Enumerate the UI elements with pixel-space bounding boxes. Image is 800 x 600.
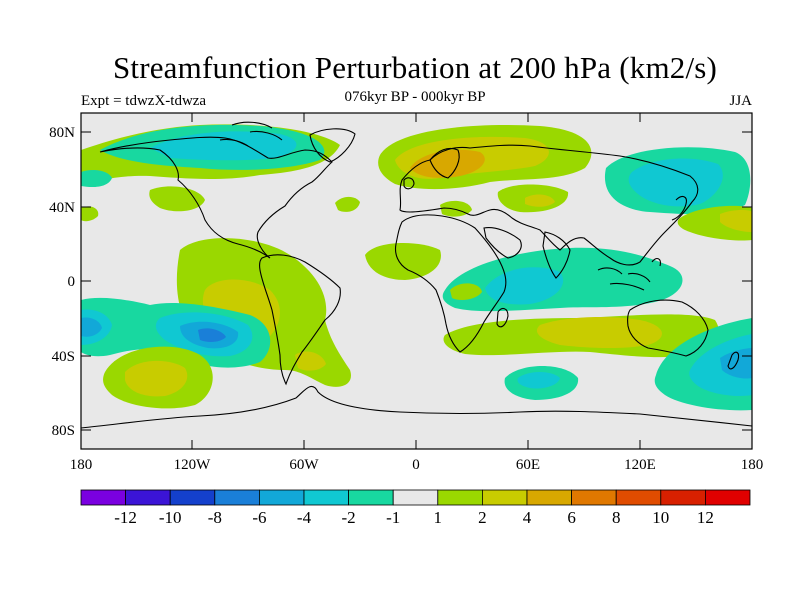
- colorbar-label: -2: [342, 508, 356, 527]
- anomaly-positive-field: [536, 317, 662, 349]
- anomaly-positive-field: [335, 196, 360, 212]
- lon-tick-label: 180: [741, 457, 764, 473]
- colorbar-swatch: [481, 489, 528, 506]
- anomaly-positive-field: [295, 351, 326, 371]
- anomaly-positive-field: [525, 194, 555, 207]
- coastline-south-america: [259, 254, 341, 386]
- anomaly-positive-field: [410, 149, 485, 178]
- lon-tick-label: 60E: [516, 457, 540, 473]
- colorbar-label: -1: [386, 508, 400, 527]
- colorbar-swatch: [125, 489, 171, 506]
- anomaly-negative-field: [517, 372, 560, 389]
- colorbar-swatch: [437, 489, 483, 506]
- lat-tick-marks: [81, 131, 752, 431]
- colorbar-label: -4: [297, 508, 312, 527]
- colorbar: -12 -10 -8 -6 -4 -2 -1 1 2 4 6 8 10 12: [80, 489, 751, 527]
- coastline-british-isles: [403, 177, 415, 190]
- colorbar-swatch: [258, 489, 305, 506]
- coastline-arabia: [483, 227, 522, 259]
- colorbar-swatch: [571, 489, 617, 506]
- period-label: 076kyr BP - 000kyr BP: [344, 89, 486, 105]
- colorbar-label: -12: [114, 508, 137, 527]
- colorbar-swatch: [392, 489, 439, 506]
- chart-title: Streamfunction Perturbation at 200 hPa (…: [112, 50, 718, 85]
- coastline-eurasia: [399, 144, 699, 266]
- anomaly-positive-field: [720, 210, 752, 232]
- colorbar-swatch: [615, 489, 662, 506]
- coastline-indonesia: [597, 257, 661, 291]
- colorbar-label: 10: [652, 508, 669, 527]
- coastline-new-zealand: [727, 351, 740, 370]
- colorbar-swatch: [705, 489, 751, 506]
- colorbar-label: 8: [612, 508, 621, 527]
- colorbar-swatch: [660, 489, 706, 506]
- lon-tick-label: 0: [412, 457, 420, 473]
- coastline-madagascar: [496, 307, 509, 328]
- anomaly-negative-field: [689, 334, 752, 396]
- season-label: JJA: [729, 93, 752, 109]
- coastline-scandinavia: [429, 147, 460, 179]
- colorbar-label: 12: [697, 508, 714, 527]
- anomaly-negative-field: [485, 267, 564, 305]
- lon-tick-label: 60W: [289, 457, 319, 473]
- coastlines: [81, 121, 752, 429]
- anomaly-negative-field: [628, 158, 723, 207]
- colorbar-swatch: [303, 489, 349, 506]
- lon-tick-label: 120W: [174, 457, 212, 473]
- coastline-antarctica: [81, 385, 752, 429]
- anomaly-positive-field: [149, 186, 205, 212]
- colorbar-label: 2: [478, 508, 487, 527]
- colorbar-swatch: [169, 489, 216, 506]
- colorbar-label: -8: [208, 508, 222, 527]
- colorbar-label: -10: [159, 508, 182, 527]
- colorbar-swatch: [348, 489, 394, 506]
- anomaly-negative-field: [81, 317, 102, 337]
- anomaly-negative-field: [198, 328, 226, 342]
- anomaly-positive-field: [365, 243, 441, 280]
- anomaly-negative-field: [81, 170, 112, 188]
- anomaly-positive-field: [125, 360, 188, 397]
- lat-tick-label: 40N: [49, 200, 75, 216]
- colorbar-label: 4: [523, 508, 532, 527]
- lat-tick-label: 80N: [49, 125, 75, 141]
- colorbar-swatch: [80, 489, 126, 506]
- lon-tick-label: 120E: [624, 457, 656, 473]
- colorbar-label: -6: [252, 508, 266, 527]
- experiment-label: Expt = tdwzX-tdwza: [81, 93, 207, 109]
- coastline-arctic-islands: [219, 121, 283, 147]
- lat-tick-label: 0: [68, 274, 76, 290]
- lat-tick-label: 40S: [52, 349, 75, 365]
- colorbar-label: 6: [567, 508, 576, 527]
- coastline-africa: [394, 214, 507, 353]
- colorbar-label: 1: [434, 508, 443, 527]
- colorbar-swatch: [214, 489, 260, 506]
- anomaly-positive-field: [81, 206, 99, 222]
- lon-tick-label: 180: [70, 457, 93, 473]
- anomaly-positive-field: [450, 283, 482, 300]
- coastline-australia: [627, 299, 709, 357]
- colorbar-swatch: [526, 489, 572, 506]
- lat-tick-label: 80S: [52, 423, 75, 439]
- coastline-india: [542, 231, 571, 279]
- coastline-greenland: [309, 128, 356, 163]
- lon-tick-marks: [191, 113, 641, 449]
- coastline-japan: [671, 195, 687, 221]
